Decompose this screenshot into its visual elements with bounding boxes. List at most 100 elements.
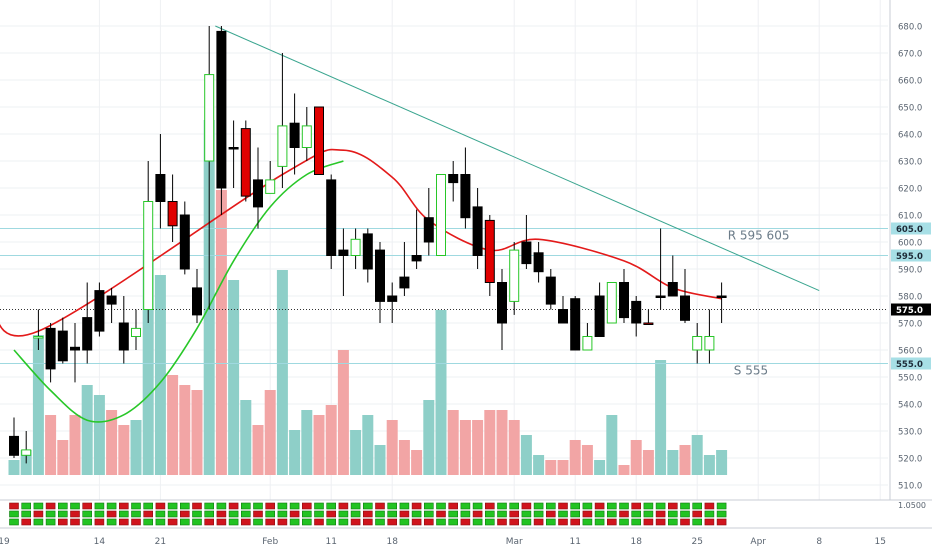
indicator-block bbox=[314, 502, 324, 510]
indicator-block bbox=[423, 518, 434, 526]
indicator-block bbox=[521, 518, 532, 526]
indicator-block bbox=[192, 510, 202, 518]
candle-body bbox=[667, 282, 678, 297]
y-tick-label: 560.0 bbox=[898, 347, 922, 357]
candle-body bbox=[70, 346, 80, 351]
candle-body bbox=[497, 282, 507, 324]
volume-bar bbox=[594, 460, 606, 475]
volume-bar bbox=[447, 410, 459, 475]
volume-bar bbox=[191, 390, 203, 475]
indicator-block bbox=[448, 510, 459, 518]
indicator-block bbox=[204, 502, 214, 510]
indicator-block bbox=[21, 518, 32, 526]
y-tick-label: 520.0 bbox=[898, 455, 922, 465]
trendline bbox=[215, 25, 820, 292]
candle-body bbox=[399, 276, 410, 289]
x-tick-label: Apr bbox=[750, 537, 766, 547]
x-tick-label: 21 bbox=[155, 537, 166, 547]
indicator-block bbox=[350, 510, 361, 518]
candle-body bbox=[338, 249, 349, 257]
annotation-label: R 595 605 bbox=[728, 228, 790, 242]
annotations: R 595 605 S 555 bbox=[728, 228, 790, 377]
candle-body bbox=[423, 217, 434, 243]
indicator-block bbox=[289, 510, 300, 518]
indicator-block bbox=[631, 502, 642, 510]
x-tick-label: 15 bbox=[874, 537, 885, 547]
indicator-block bbox=[57, 518, 68, 526]
indicator-block bbox=[326, 510, 337, 518]
x-tick-label: 18 bbox=[630, 537, 642, 547]
indicator-block bbox=[131, 502, 141, 510]
candle-body bbox=[375, 249, 385, 302]
indicator-block bbox=[33, 518, 44, 526]
candle-body bbox=[448, 174, 459, 184]
level-badge-label: 555.0 bbox=[896, 360, 923, 370]
indicator-block bbox=[704, 518, 715, 526]
candle-body bbox=[619, 282, 629, 319]
candle-body bbox=[106, 295, 117, 305]
volume-bar bbox=[459, 420, 471, 475]
candle-body bbox=[192, 287, 202, 316]
indicator-block bbox=[497, 518, 507, 526]
x-tick-label: 18 bbox=[386, 537, 398, 547]
indicator-block bbox=[301, 518, 312, 526]
indicator-block bbox=[155, 510, 166, 518]
volume-bar bbox=[484, 410, 496, 475]
volume-bar bbox=[154, 275, 166, 475]
volume-bar bbox=[618, 465, 630, 475]
candle-body bbox=[167, 201, 178, 227]
volume-bar bbox=[411, 450, 423, 475]
y-tick-label: 530.0 bbox=[898, 428, 922, 438]
volume-bar bbox=[691, 435, 703, 475]
indicator-block bbox=[119, 502, 129, 510]
volume-bar bbox=[667, 450, 679, 475]
candle-body bbox=[9, 435, 19, 456]
volume-bar bbox=[569, 440, 581, 475]
candle-body bbox=[240, 128, 251, 197]
indicator-block bbox=[277, 502, 288, 510]
indicator-block bbox=[94, 502, 105, 510]
indicator-block bbox=[143, 502, 153, 510]
indicator-block bbox=[606, 518, 617, 526]
volume-bar bbox=[325, 405, 337, 475]
indicator-block bbox=[680, 510, 690, 518]
indicator-block bbox=[497, 502, 507, 510]
candle-body bbox=[655, 295, 666, 298]
indicator-block bbox=[448, 502, 459, 510]
indicator-block bbox=[216, 518, 227, 526]
volume-bar bbox=[179, 385, 191, 475]
candle-body bbox=[21, 449, 32, 456]
indicator-block bbox=[106, 518, 117, 526]
indicator-block bbox=[167, 518, 178, 526]
candle-body bbox=[570, 298, 581, 351]
candle-body bbox=[314, 106, 324, 175]
indicator-block bbox=[594, 510, 605, 518]
indicator-block bbox=[509, 502, 520, 510]
volume-bar bbox=[8, 460, 20, 475]
indicator-block bbox=[314, 510, 324, 518]
indicator-block bbox=[423, 510, 434, 518]
indicator-block bbox=[619, 502, 629, 510]
indicator-block bbox=[253, 518, 263, 526]
candle-body bbox=[82, 317, 93, 351]
indicator-block bbox=[167, 502, 178, 510]
volume-bar bbox=[118, 425, 130, 475]
candle-body bbox=[411, 255, 422, 262]
indicator-block bbox=[228, 518, 239, 526]
indicator-block bbox=[314, 518, 324, 526]
candle-body bbox=[45, 327, 56, 370]
indicator-block bbox=[399, 502, 410, 510]
indicator-block bbox=[692, 510, 703, 518]
indicator-block bbox=[301, 502, 312, 510]
candle-body bbox=[265, 179, 276, 194]
candle-body bbox=[131, 327, 141, 337]
indicator-block bbox=[667, 502, 678, 510]
indicator-block bbox=[484, 518, 495, 526]
candle-body bbox=[204, 74, 215, 162]
candle-body bbox=[631, 300, 642, 324]
indicator-block bbox=[119, 510, 129, 518]
level-badge-label: 605.0 bbox=[896, 225, 923, 235]
indicator-block bbox=[545, 518, 556, 526]
volume-bar bbox=[679, 445, 691, 475]
